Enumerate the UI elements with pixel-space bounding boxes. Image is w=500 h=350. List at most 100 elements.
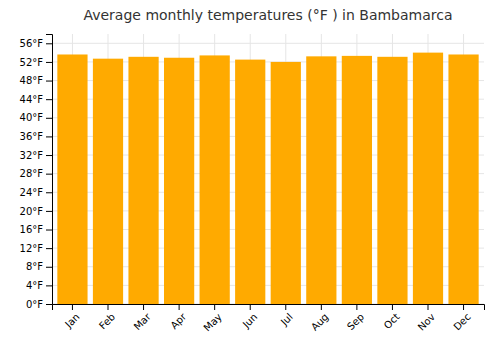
- tick-mark: [321, 304, 322, 310]
- chart: 0°F 4°F 8°F 12°F 16°F 20°F 24°F 28°F 32°F 36°F 40°…: [0, 0, 500, 350]
- tick-label: Oct: [382, 311, 402, 331]
- tick-label: 12°F: [20, 243, 44, 254]
- axis-domain: [46, 35, 53, 305]
- tick: 4°F: [26, 280, 52, 291]
- tick-mark: [46, 81, 52, 82]
- tick-mark: [46, 155, 52, 156]
- tick: Jul: [278, 304, 295, 328]
- tick: 20°F: [20, 206, 52, 217]
- tick-label: 36°F: [20, 131, 44, 142]
- tick-label: 44°F: [20, 94, 44, 105]
- tick-mark: [46, 211, 52, 212]
- x-axis: Jan Feb Mar Apr May Jun Jul Aug Sep Oct Nov Dec: [53, 304, 485, 333]
- bars: [57, 53, 478, 304]
- tick: 0°F: [26, 299, 52, 310]
- plot-area: 0°F 4°F 8°F 12°F 16°F 20°F 24°F 28°F 32°F 36°F 40°…: [20, 34, 485, 333]
- bar: [128, 57, 158, 304]
- tick-mark: [46, 43, 52, 44]
- tick-label: 48°F: [20, 75, 44, 86]
- tick-label: 24°F: [20, 187, 44, 198]
- tick: Mar: [132, 304, 154, 332]
- tick-mark: [46, 304, 52, 305]
- tick-mark: [143, 304, 144, 310]
- tick-label: 32°F: [20, 150, 44, 161]
- tick: 44°F: [20, 94, 52, 105]
- tick-mark: [250, 304, 251, 310]
- bar: [448, 54, 478, 304]
- tick: 48°F: [20, 75, 52, 86]
- tick: Nov: [416, 304, 438, 333]
- tick-label: Jan: [62, 311, 81, 330]
- tick: Sep: [345, 304, 366, 332]
- bar: [164, 58, 194, 304]
- tick: 36°F: [20, 131, 52, 142]
- tick-label: 8°F: [26, 261, 43, 272]
- tick-label: 28°F: [20, 168, 44, 179]
- tick-mark: [214, 304, 215, 310]
- tick: Dec: [451, 304, 472, 333]
- bar: [413, 53, 443, 304]
- tick: Jun: [240, 304, 260, 331]
- tick-mark: [46, 118, 52, 119]
- tick-label: Aug: [309, 311, 331, 333]
- tick-label: 20°F: [20, 206, 44, 217]
- tick: Aug: [309, 304, 331, 333]
- y-axis: 0°F 4°F 8°F 12°F 16°F 20°F 24°F 28°F 32°F 36°F 40°…: [20, 35, 53, 310]
- tick-label: Mar: [132, 310, 154, 332]
- tick-mark: [46, 99, 52, 100]
- tick: May: [201, 304, 223, 333]
- tick-mark: [46, 248, 52, 249]
- tick: Oct: [382, 304, 402, 331]
- tick-label: Feb: [97, 311, 117, 331]
- bar: [271, 62, 301, 304]
- tick-mark: [428, 304, 429, 310]
- tick-mark: [463, 304, 464, 310]
- tick-mark: [46, 285, 52, 286]
- tick-mark: [46, 62, 52, 63]
- tick-label: Sep: [345, 311, 366, 332]
- tick-label: Jun: [240, 311, 260, 331]
- tick-mark: [179, 304, 180, 310]
- tick-mark: [108, 304, 109, 310]
- bar: [342, 56, 372, 304]
- grid-line-y: [52, 43, 484, 44]
- tick: Feb: [97, 304, 117, 331]
- tick: 40°F: [20, 112, 52, 123]
- bar: [235, 60, 265, 304]
- tick-label: May: [201, 311, 223, 333]
- tick-mark: [46, 136, 52, 137]
- tick-label: 52°F: [20, 57, 44, 68]
- tick-label: 16°F: [20, 224, 44, 235]
- tick-label: 40°F: [20, 112, 44, 123]
- tick-mark: [285, 304, 286, 310]
- tick-mark: [46, 192, 52, 193]
- tick: 52°F: [20, 57, 52, 68]
- bar: [57, 54, 87, 304]
- tick: Apr: [168, 304, 189, 331]
- tick-mark: [356, 304, 357, 310]
- tick-label: Dec: [451, 311, 472, 332]
- tick-mark: [46, 174, 52, 175]
- tick: 8°F: [26, 261, 52, 272]
- grid: [52, 34, 484, 304]
- tick-label: 4°F: [26, 280, 43, 291]
- tick-label: 56°F: [20, 38, 44, 49]
- tick: 28°F: [20, 168, 52, 179]
- tick-label: Jul: [278, 311, 295, 328]
- tick: 32°F: [20, 150, 52, 161]
- tick-label: Nov: [416, 311, 438, 333]
- tick-mark: [72, 304, 73, 310]
- tick: 16°F: [20, 224, 52, 235]
- tick: 12°F: [20, 243, 52, 254]
- tick: 24°F: [20, 187, 52, 198]
- tick-mark: [46, 230, 52, 231]
- bar: [306, 56, 336, 304]
- title: Average monthly temperatures (°F ) in Ba…: [83, 7, 452, 23]
- tick-label: 0°F: [26, 299, 43, 310]
- tick-label: Apr: [168, 310, 189, 331]
- bar: [200, 55, 230, 304]
- bar: [377, 57, 407, 304]
- tick-mark: [392, 304, 393, 310]
- tick-mark: [46, 267, 52, 268]
- tick: Jan: [62, 304, 81, 330]
